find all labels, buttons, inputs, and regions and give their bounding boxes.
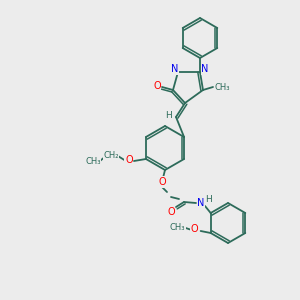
Text: CH₃: CH₃ <box>170 223 185 232</box>
Text: CH₃: CH₃ <box>214 82 230 91</box>
Text: N: N <box>201 64 209 74</box>
Text: CH₂: CH₂ <box>103 152 119 160</box>
Text: CH₃: CH₃ <box>85 157 101 166</box>
Text: H: H <box>205 196 212 205</box>
Text: N: N <box>197 198 205 208</box>
Text: O: O <box>191 224 199 234</box>
Text: O: O <box>125 155 133 165</box>
Text: O: O <box>167 207 175 217</box>
Text: O: O <box>153 81 161 91</box>
Text: O: O <box>158 177 166 187</box>
Text: N: N <box>171 64 179 74</box>
Text: H: H <box>166 110 172 119</box>
